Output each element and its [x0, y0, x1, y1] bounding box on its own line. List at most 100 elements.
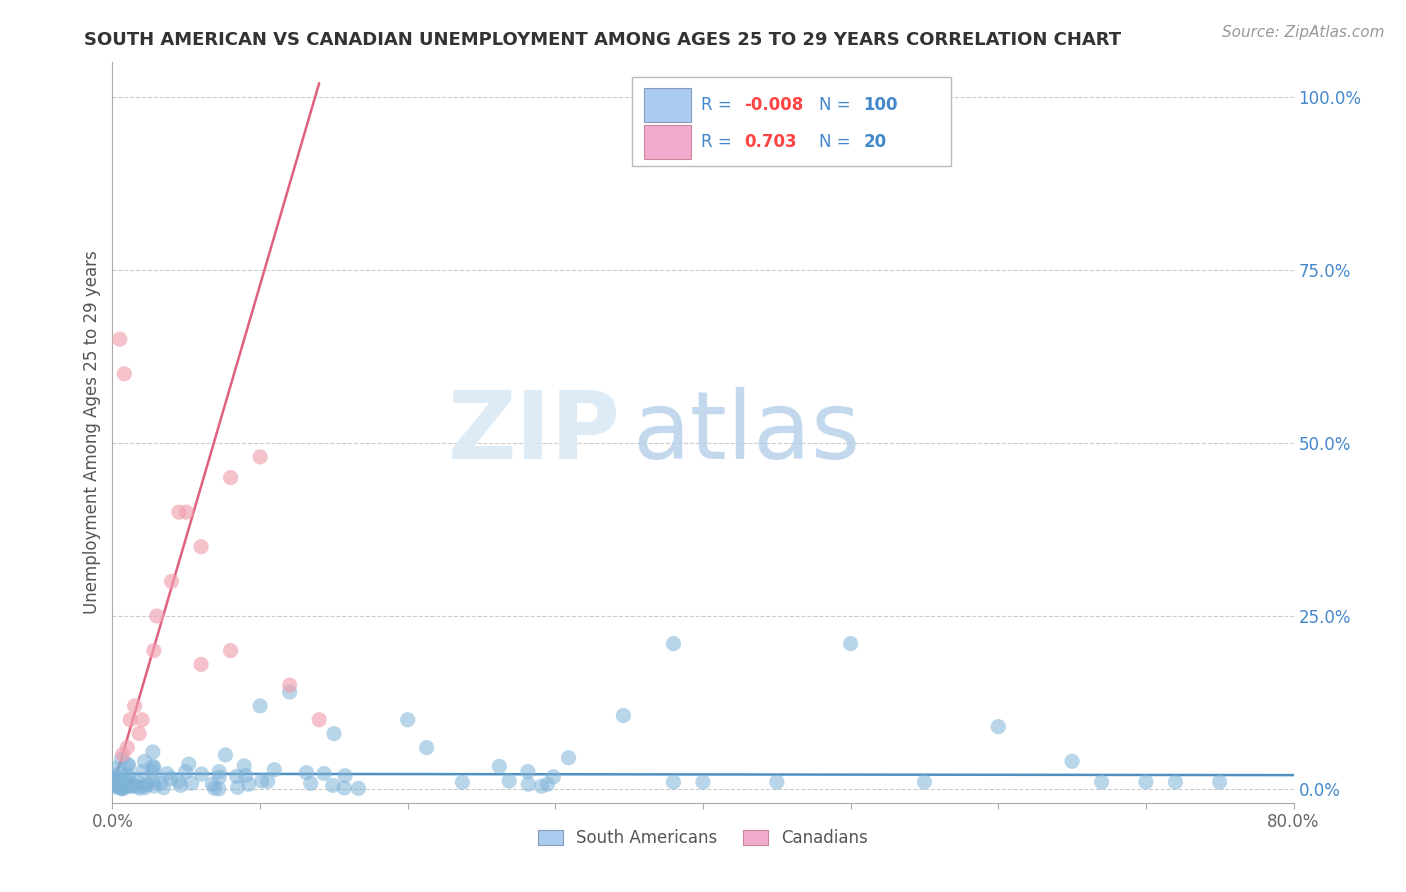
Point	[208, 770, 231, 784]
Point	[190, 540, 212, 554]
Point	[103, 762, 125, 776]
Point	[766, 775, 789, 789]
Point	[190, 657, 212, 672]
Point	[117, 758, 139, 772]
Point	[117, 772, 139, 786]
Point	[127, 774, 149, 789]
Text: R =: R =	[700, 96, 737, 114]
Point	[308, 713, 330, 727]
Point	[498, 774, 520, 789]
Point	[208, 781, 231, 796]
Point	[1135, 775, 1157, 789]
Point	[120, 713, 142, 727]
Point	[238, 777, 260, 791]
Point	[225, 769, 247, 783]
Point	[219, 470, 242, 484]
Point	[152, 780, 174, 795]
Point	[190, 767, 212, 781]
Point	[543, 770, 565, 784]
Point	[226, 780, 249, 795]
Text: Source: ZipAtlas.com: Source: ZipAtlas.com	[1222, 25, 1385, 40]
Point	[233, 759, 256, 773]
Point	[662, 637, 685, 651]
Point	[105, 778, 128, 792]
Point	[104, 769, 127, 783]
Point	[104, 780, 127, 794]
Point	[124, 698, 146, 713]
Point	[107, 776, 129, 790]
Point	[263, 763, 285, 777]
Point	[142, 759, 165, 773]
Point	[127, 779, 149, 793]
Point	[396, 713, 419, 727]
Point	[111, 780, 134, 794]
FancyBboxPatch shape	[644, 126, 692, 159]
Point	[134, 755, 156, 769]
Point	[488, 759, 510, 773]
Point	[134, 780, 156, 795]
Point	[249, 698, 271, 713]
Point	[160, 574, 183, 589]
Point	[415, 740, 437, 755]
Point	[132, 764, 155, 779]
Point	[103, 778, 125, 792]
Point	[219, 643, 242, 657]
Text: N =: N =	[818, 96, 856, 114]
Point	[159, 772, 181, 786]
Point	[174, 505, 197, 519]
Point	[169, 779, 191, 793]
Point	[110, 752, 132, 766]
Point	[987, 720, 1010, 734]
Point	[128, 781, 150, 796]
Point	[167, 505, 190, 519]
Point	[142, 643, 165, 657]
Point	[110, 780, 132, 795]
Text: atlas: atlas	[633, 386, 860, 479]
Point	[111, 747, 134, 762]
Point	[110, 765, 132, 780]
Point	[517, 777, 540, 791]
Point	[118, 780, 141, 794]
Point	[114, 774, 136, 789]
Point	[249, 450, 271, 464]
Point	[322, 778, 344, 792]
Point	[1091, 775, 1114, 789]
Point	[117, 767, 139, 781]
Point	[516, 764, 538, 779]
Point	[118, 779, 141, 793]
Point	[108, 332, 131, 346]
Point	[1208, 775, 1232, 789]
Point	[235, 768, 257, 782]
Point	[121, 779, 143, 793]
Point	[278, 678, 301, 692]
Point	[142, 773, 165, 788]
Point	[180, 776, 202, 790]
Text: N =: N =	[818, 134, 856, 152]
Point	[256, 774, 278, 789]
Point	[347, 781, 370, 796]
Point	[111, 774, 134, 789]
Text: -0.008: -0.008	[744, 96, 804, 114]
Text: 100: 100	[863, 96, 898, 114]
Point	[295, 765, 318, 780]
Point	[134, 778, 156, 792]
Point	[557, 751, 579, 765]
Point	[333, 769, 356, 783]
Point	[110, 781, 132, 796]
Point	[146, 609, 169, 624]
Point	[108, 775, 131, 789]
Point	[143, 779, 166, 793]
Point	[177, 757, 200, 772]
Point	[278, 685, 301, 699]
FancyBboxPatch shape	[633, 78, 950, 166]
Point	[112, 781, 135, 796]
Point	[312, 766, 335, 780]
Point	[174, 764, 197, 779]
Point	[208, 764, 231, 779]
Point	[117, 740, 138, 755]
Point	[142, 761, 165, 775]
Point	[122, 778, 145, 792]
Point	[323, 726, 346, 740]
Point	[451, 775, 474, 789]
Point	[156, 766, 179, 780]
